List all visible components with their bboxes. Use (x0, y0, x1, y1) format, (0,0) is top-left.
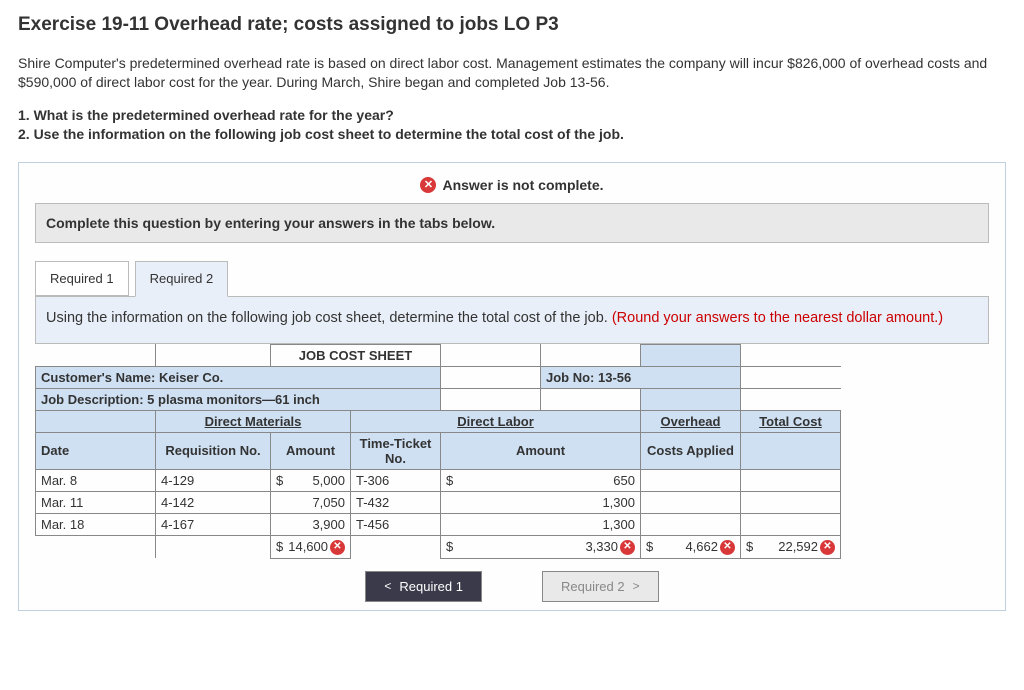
instruction-bar: Complete this question by entering your … (35, 203, 989, 243)
wrong-icon: ✕ (720, 540, 735, 555)
wrong-icon: ✕ (620, 540, 635, 555)
chevron-right-icon: > (633, 579, 640, 593)
wrong-icon: ✕ (820, 540, 835, 555)
tab-row: Required 1 Required 2 (35, 261, 1005, 296)
table-row: Mar. 8 4-129 $5,000 T-306 $650 (36, 469, 841, 491)
instruction-text: Using the information on the following j… (46, 310, 612, 326)
table-row: Mar. 18 4-167 3,900 T-456 1,300 (36, 513, 841, 535)
instruction-note: (Round your answers to the nearest dolla… (612, 310, 943, 326)
customer-name: Customer's Name: Keiser Co. (36, 366, 441, 388)
assessment-box: ✕ Answer is not complete. Complete this … (18, 162, 1006, 611)
tab-required-2[interactable]: Required 2 (135, 261, 229, 297)
col-requisition: Requisition No. (156, 432, 271, 469)
total-dl-cell[interactable]: $3,330✕ (441, 535, 641, 558)
col-costs-applied: Costs Applied (641, 432, 741, 469)
sheet-title: JOB COST SHEET (271, 344, 441, 366)
intro-text: Shire Computer's predetermined overhead … (18, 54, 1006, 92)
col-direct-labor: Direct Labor (351, 410, 641, 432)
table-row: Mar. 11 4-142 7,050 T-432 1,300 (36, 491, 841, 513)
col-direct-materials: Direct Materials (156, 410, 351, 432)
col-time-ticket: Time-Ticket No. (351, 432, 441, 469)
job-description: Job Description: 5 plasma monitors—61 in… (36, 388, 441, 410)
question-2: 2. Use the information on the following … (18, 125, 1006, 144)
exercise-title: Exercise 19-11 Overhead rate; costs assi… (18, 14, 1006, 36)
wrong-icon: ✕ (330, 540, 345, 555)
prev-button[interactable]: < Required 1 (365, 571, 482, 602)
total-oh-cell[interactable]: $4,662✕ (641, 535, 741, 558)
col-date: Date (36, 432, 156, 469)
question-list: 1. What is the predetermined overhead ra… (18, 106, 1006, 144)
next-button[interactable]: Required 2 > (542, 571, 659, 602)
job-number: Job No: 13-56 (541, 366, 741, 388)
job-cost-sheet: JOB COST SHEET Customer's Name: Keiser C… (35, 344, 989, 559)
total-cost-cell[interactable]: $22,592✕ (741, 535, 841, 558)
tab-required-1[interactable]: Required 1 (35, 261, 129, 296)
col-dl-amount: Amount (441, 432, 641, 469)
nav-buttons: < Required 1 Required 2 > (19, 571, 1005, 602)
incomplete-icon: ✕ (420, 177, 436, 193)
col-overhead: Overhead (641, 410, 741, 432)
completion-banner: ✕ Answer is not complete. (19, 163, 1005, 204)
question-1: 1. What is the predetermined overhead ra… (18, 106, 1006, 125)
col-total-cost: Total Cost (741, 410, 841, 432)
col-dm-amount: Amount (271, 432, 351, 469)
banner-text: Answer is not complete. (442, 177, 603, 193)
total-dm-cell[interactable]: $14,600✕ (271, 535, 351, 558)
totals-row: $14,600✕ $3,330✕ $4,662✕ $22,592✕ (36, 535, 841, 558)
instruction-panel: Using the information on the following j… (35, 296, 989, 344)
chevron-left-icon: < (384, 579, 391, 593)
